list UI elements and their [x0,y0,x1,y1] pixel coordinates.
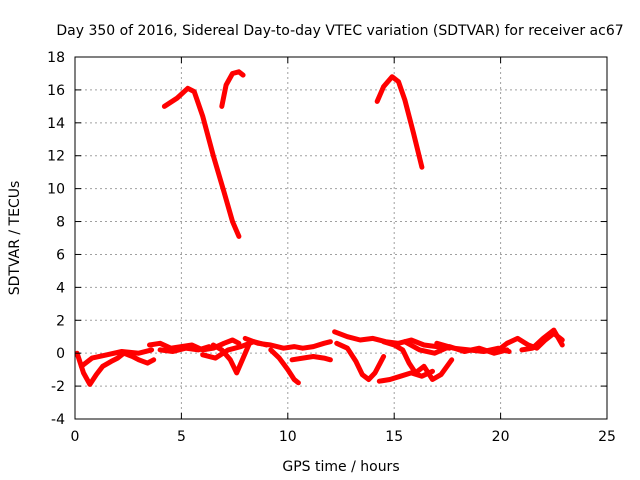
y-axis: -4 -2 0 2 4 6 8 10 12 14 16 18 [47,50,607,428]
y-axis-label: SDTVAR / TECUs [7,181,23,296]
series-arc-14 [334,340,387,382]
y-tick-label: 8 [56,215,65,231]
series-arc-4 [74,350,157,387]
y-tick-label: -4 [51,412,65,428]
series-arc-16 [381,339,455,382]
y-tick-label: 6 [56,247,65,263]
series-arc-5 [78,347,155,369]
y-tick-label: 14 [47,116,65,132]
series-group [74,69,565,387]
x-tick-label: 5 [177,429,186,445]
series-arc-2 [219,69,246,109]
y-tick-label: 10 [47,182,65,198]
series-arc-10 [242,335,333,351]
series-arc-11 [268,347,301,386]
x-axis: 0 5 10 15 20 25 [71,57,616,445]
y-tick-label: 0 [56,346,65,362]
series-arc-8 [210,340,252,376]
y-tick-label: 12 [47,149,65,165]
y-tick-label: 2 [56,313,65,329]
y-tick-label: 4 [56,280,65,296]
series-arc-1 [161,85,242,239]
y-tick-label: -2 [51,379,65,395]
series-arc-3 [374,74,425,170]
x-tick-label: 15 [385,429,403,445]
x-tick-label: 25 [598,429,616,445]
x-tick-label: 0 [71,429,80,445]
series-arc-15 [376,368,435,384]
plot-frame [74,56,608,420]
x-tick-label: 20 [492,429,510,445]
series-arc-7 [157,344,212,354]
x-tick-label: 10 [279,429,297,445]
chart-title: Day 350 of 2016, Sidereal Day-to-day VTE… [56,23,623,39]
x-axis-label: GPS time / hours [282,459,399,475]
y-tick-label: 16 [47,83,65,99]
series-arc-12 [289,354,333,363]
y-tick-label: 18 [47,50,65,66]
grid [75,57,607,419]
series-arc-20 [519,327,565,353]
